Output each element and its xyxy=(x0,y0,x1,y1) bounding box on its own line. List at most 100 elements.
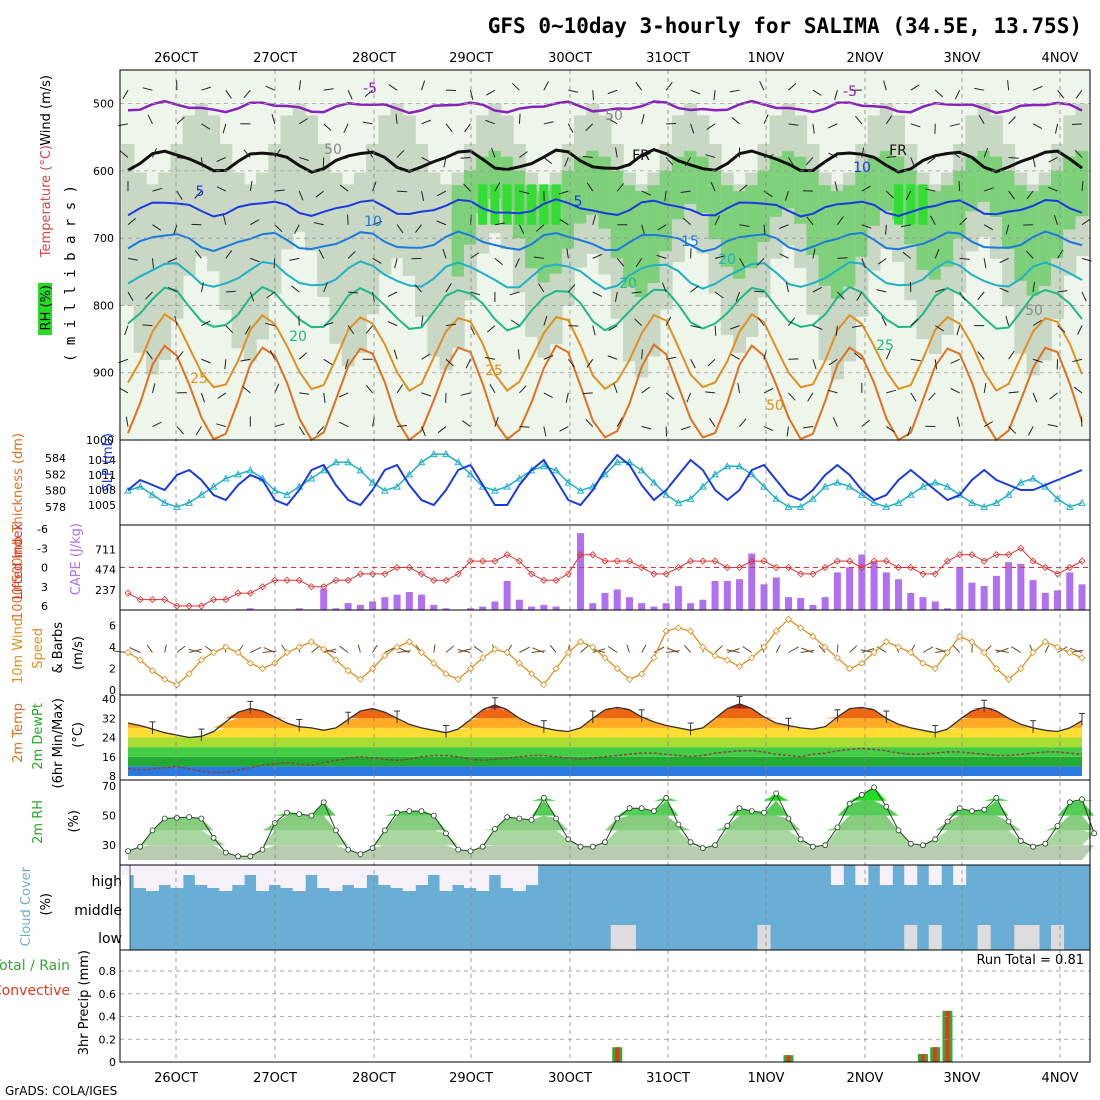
cape-bar xyxy=(613,589,621,610)
upper-wind-barb xyxy=(785,282,789,293)
cape-bar xyxy=(931,601,939,610)
upper-wind-barb xyxy=(250,219,260,226)
cloud-high-gap xyxy=(525,865,539,885)
wind10-barb xyxy=(164,644,167,653)
wind10-label: 10m Wind xyxy=(11,618,26,684)
upper-wind-barb xyxy=(1049,392,1058,400)
cape-bar xyxy=(503,580,511,610)
cape-bar xyxy=(784,597,792,610)
cloud-low-gap xyxy=(610,925,624,950)
upper-wind-barb xyxy=(616,417,623,427)
thickness-point xyxy=(699,482,707,490)
upper-wind-barb xyxy=(517,349,520,360)
upper-wind-barb xyxy=(855,115,863,125)
temp2m-ytick-label: 40 xyxy=(102,693,116,706)
wind10-barb xyxy=(714,645,723,653)
upper-wind-barb xyxy=(958,181,961,192)
wind10-speed-point xyxy=(980,648,988,657)
wind10-barb xyxy=(1011,646,1022,653)
thickness-point xyxy=(1065,502,1074,510)
lifted-index-point xyxy=(356,570,364,578)
rh2m-point xyxy=(761,809,767,816)
upper-wind-barb xyxy=(707,358,716,367)
rh-band xyxy=(402,115,416,276)
rh2m-label: 2m RH xyxy=(31,800,46,844)
lifted-index-point xyxy=(882,557,890,565)
upper-wind-barb xyxy=(146,350,153,360)
thickness-point xyxy=(429,450,438,458)
upper-wind-barb xyxy=(414,284,422,293)
wind10-barb xyxy=(146,644,153,653)
upper-wind-barb xyxy=(558,190,569,195)
upper-wind-barb xyxy=(568,89,579,93)
date-label-bottom: 29OCT xyxy=(449,1071,493,1086)
contour-label: FR xyxy=(889,143,907,159)
rh2m-point xyxy=(406,808,413,814)
wind10-speed-point xyxy=(833,654,841,662)
wind10-barb xyxy=(519,646,531,653)
contour-label: 20 xyxy=(289,329,307,345)
cape-bar xyxy=(674,586,682,610)
upper-wind-barb xyxy=(1032,157,1036,168)
cape-bar xyxy=(442,608,450,610)
wind10-speed-point xyxy=(1066,648,1074,657)
upper-wind-barb xyxy=(788,123,799,126)
rh2m-point xyxy=(308,812,315,819)
isotherm-20 xyxy=(127,285,1083,332)
rh2m-point xyxy=(467,848,474,854)
wind10-speed-point xyxy=(540,681,548,689)
cape-bar xyxy=(528,606,536,610)
upper-wind-barb xyxy=(347,325,355,335)
upper-wind-barb xyxy=(837,257,848,259)
upper-wind-barb xyxy=(730,353,740,360)
rh2m-point xyxy=(345,846,352,853)
upper-wind-barb xyxy=(1047,424,1058,428)
cloud-high-gap xyxy=(219,865,233,891)
slp-ytick-label: 1008 xyxy=(88,484,116,497)
upper-wind-barb xyxy=(543,355,554,360)
temp2m-band xyxy=(128,718,1082,728)
cloud-high-gap xyxy=(158,865,172,885)
rh2m-point xyxy=(1042,840,1049,847)
upper-wind-barb xyxy=(856,291,863,301)
thickness-point xyxy=(613,458,622,466)
wind10-barb xyxy=(684,644,691,653)
rh2m-point xyxy=(871,784,877,791)
upper-wind-barb xyxy=(243,149,251,158)
wind10-speed-point xyxy=(430,659,438,667)
isotherm-10 xyxy=(127,230,1083,253)
upper-wind-barb xyxy=(881,316,887,326)
upper-wind-barb xyxy=(485,357,496,360)
thickness-point xyxy=(1004,490,1013,498)
precip-run-total: Run Total = 0.81 xyxy=(976,953,1084,968)
lifted-index-point xyxy=(613,557,621,565)
upper-wind-barb xyxy=(641,152,651,158)
rh2m-point xyxy=(614,815,621,822)
rh2m-point xyxy=(920,842,926,849)
thickness-point xyxy=(796,502,805,510)
wind10-barb xyxy=(129,647,141,653)
rh2m-point xyxy=(565,836,572,843)
contour-label: -5 xyxy=(363,81,377,97)
contour-label: 50 xyxy=(605,108,623,124)
upper-wind-barb xyxy=(608,325,618,332)
upper-wind-barb xyxy=(788,157,795,167)
upper-wind-barb xyxy=(298,426,305,436)
wind10-barb xyxy=(592,648,606,653)
upper-wind-barb xyxy=(805,157,814,166)
thickness-label: 1000-500mb Thickness (dm) xyxy=(11,433,26,620)
upper-wind-barb xyxy=(807,392,814,402)
lifted-index-point xyxy=(222,596,230,604)
cloud-high-gap xyxy=(145,865,159,891)
lifted-index-point xyxy=(772,563,780,572)
upper-wind-barb xyxy=(788,392,796,401)
upper-wind-barb xyxy=(983,258,987,269)
rh2m-point xyxy=(883,803,890,810)
rh-band-moist xyxy=(953,170,967,239)
rh-band-moist xyxy=(671,156,685,220)
upper-wind-barb xyxy=(372,416,375,427)
thickness-point xyxy=(931,478,940,486)
rh-band xyxy=(353,172,367,354)
wind10-barb xyxy=(473,645,483,653)
